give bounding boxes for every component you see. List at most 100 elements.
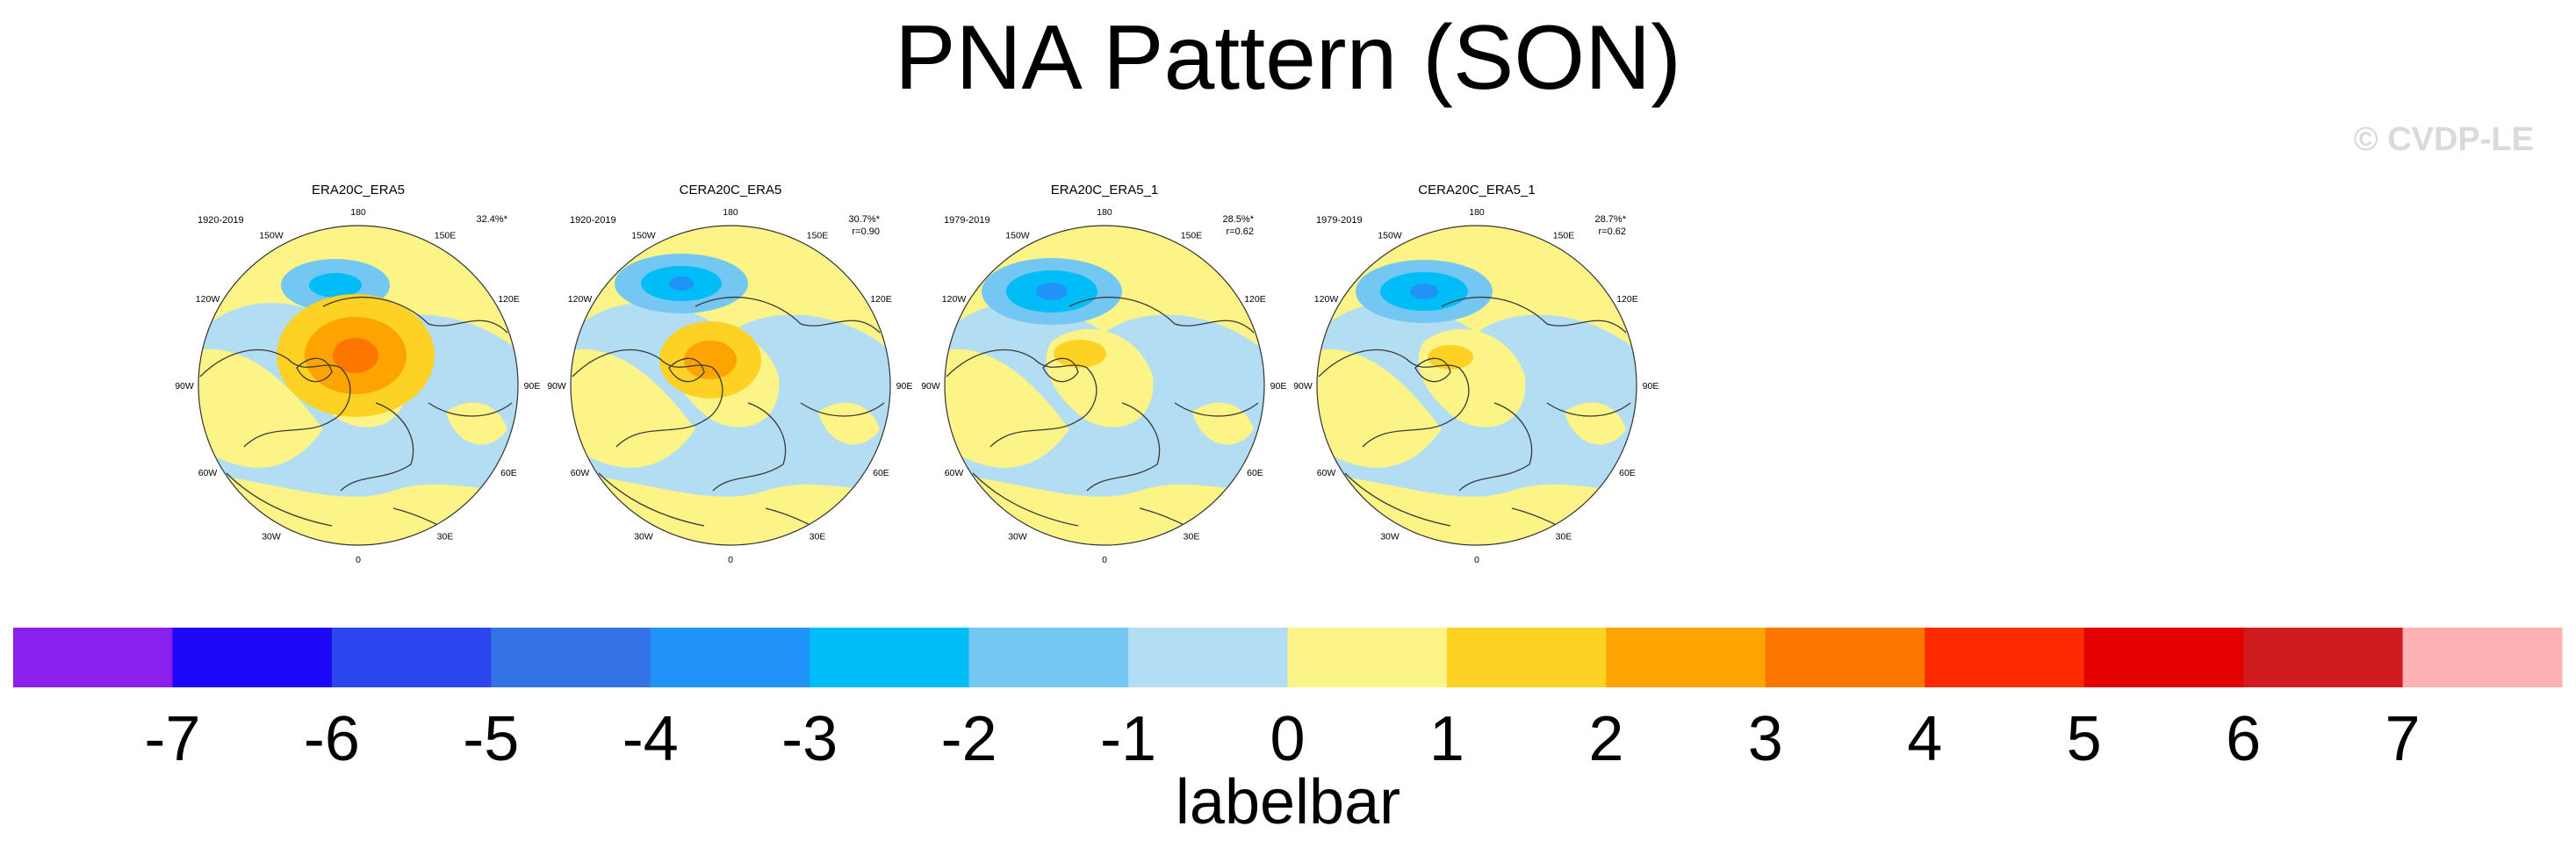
main-title: PNA Pattern (SON)	[895, 7, 1681, 109]
labelbar-tick: -2	[941, 704, 997, 774]
labelbar-tick: -4	[622, 704, 679, 774]
longitude-label: 90W	[547, 381, 566, 392]
longitude-label: 30W	[262, 531, 281, 542]
longitude-label: 30E	[1184, 531, 1200, 542]
labelbar-tick: -3	[781, 704, 838, 774]
longitude-label: 30W	[1008, 531, 1027, 542]
longitude-label: 0	[1102, 555, 1107, 565]
longitude-label: 30E	[1556, 531, 1572, 542]
longitude-label: 150W	[631, 231, 656, 241]
longitude-label: 0	[356, 555, 361, 565]
labelbar-box	[809, 628, 970, 687]
coastline	[712, 402, 787, 492]
panel-variance-pct: 32.4%*	[477, 214, 508, 225]
labelbar-box	[331, 628, 492, 687]
labelbar-title: labelbar	[1176, 767, 1400, 837]
coastline	[572, 348, 723, 448]
labelbar-tick: -6	[304, 704, 360, 774]
longitude-label: 90W	[921, 381, 940, 392]
longitude-label: 150W	[1378, 231, 1402, 241]
coastline	[1174, 402, 1259, 417]
map-border	[944, 225, 1265, 546]
labelbar-box	[1765, 628, 1925, 687]
coastline	[226, 472, 333, 527]
longitude-label: 90E	[1270, 381, 1287, 392]
coastline	[972, 472, 1079, 527]
labelbar-box	[2243, 628, 2404, 687]
longitude-label: 120W	[196, 294, 220, 305]
longitude-label: 60W	[945, 468, 964, 478]
coastline	[1441, 296, 1627, 334]
longitude-label: 150E	[807, 231, 829, 241]
labelbar-tick: 1	[1429, 704, 1464, 774]
panel-title: CERA20C_ERA5	[680, 183, 782, 198]
longitude-label: 120E	[498, 294, 520, 305]
map-field	[571, 226, 890, 545]
coastline	[1546, 402, 1631, 417]
labelbar-box	[650, 628, 810, 687]
coastline	[340, 402, 414, 492]
map-border	[1316, 225, 1637, 546]
map-panel: CERA20C_ERA5 1920-2019 30.7%* r=0.90 180 150E…	[547, 171, 917, 565]
longitude-label: 30W	[1380, 531, 1400, 542]
map-field	[945, 226, 1264, 545]
longitude-label: 60E	[1247, 468, 1263, 478]
longitude-label: 90W	[175, 381, 194, 392]
labelbar-tick: 6	[2226, 704, 2261, 774]
coastline	[296, 357, 333, 383]
map-panel: CERA20C_ERA5_1 1979-2019 28.7%* r=0.62 180 15…	[1293, 171, 1663, 565]
longitude-label: 30E	[437, 531, 454, 542]
map-border	[570, 225, 891, 546]
labelbar-box	[2083, 628, 2244, 687]
labelbar-tick: 2	[1588, 704, 1623, 774]
map-panel: ERA20C_ERA5 1920-2019 32.4%* 180 150E 120E 90E…	[175, 171, 544, 565]
labelbar-box	[1287, 628, 1448, 687]
panel-title: ERA20C_ERA5	[312, 183, 405, 198]
labelbar: -7 -6 -5 -4 -3 -2 -1 0 1 2 3 4 5 6 7 labelbar	[0, 614, 2576, 851]
longitude-label: 150E	[435, 231, 457, 241]
longitude-label: 60W	[198, 468, 218, 478]
longitude-label: 120W	[1314, 294, 1339, 305]
map-border	[198, 225, 519, 546]
panel-correlation: r=0.62	[1599, 226, 1627, 237]
longitude-label: 60W	[571, 468, 590, 478]
labelbar-tick: 0	[1270, 704, 1305, 774]
longitude-label: 60E	[1619, 468, 1636, 478]
longitude-label: 90E	[896, 381, 913, 392]
longitude-label: 90E	[524, 381, 541, 392]
longitude-label: 60W	[1317, 468, 1336, 478]
labelbar-tick: 5	[2067, 704, 2102, 774]
labelbar-box	[2402, 628, 2563, 687]
map-field	[1317, 226, 1637, 545]
panel-years: 1979-2019	[1316, 215, 1363, 226]
coastline	[1042, 357, 1079, 383]
longitude-label: 60E	[500, 468, 517, 478]
coastline	[428, 402, 513, 417]
longitude-label: 150E	[1181, 231, 1203, 241]
longitude-label: 150W	[259, 231, 284, 241]
labelbar-tick: 7	[2385, 704, 2421, 774]
labelbar-tick: -5	[463, 704, 519, 774]
coastline	[1344, 472, 1451, 527]
panel-years: 1979-2019	[944, 215, 990, 226]
coastline	[1318, 348, 1470, 448]
longitude-label: 30W	[634, 531, 653, 542]
labelbar-box	[172, 628, 333, 687]
longitude-label: 150W	[1005, 231, 1030, 241]
longitude-label: 150E	[1553, 231, 1575, 241]
panel-title: CERA20C_ERA5_1	[1418, 183, 1535, 198]
map-field	[198, 226, 518, 545]
longitude-label: 180	[1097, 207, 1112, 218]
labelbar-box	[13, 628, 173, 687]
map-panel: ERA20C_ERA5_1 1979-2019 28.5%* r=0.62 180 150…	[921, 171, 1291, 565]
labelbar-tick: -1	[1100, 704, 1156, 774]
coastline	[946, 348, 1097, 448]
longitude-label: 120E	[1616, 294, 1638, 305]
labelbar-box	[1925, 628, 2085, 687]
longitude-label: 60E	[873, 468, 889, 478]
longitude-label: 180	[350, 207, 366, 218]
panel-years: 1920-2019	[198, 215, 244, 226]
panel-variance-pct: 30.7%*	[849, 214, 881, 225]
labelbar-tick: 4	[1907, 704, 1942, 774]
labelbar-svg: -7 -6 -5 -4 -3 -2 -1 0 1 2 3 4 5 6 7 labelbar	[13, 628, 2563, 837]
